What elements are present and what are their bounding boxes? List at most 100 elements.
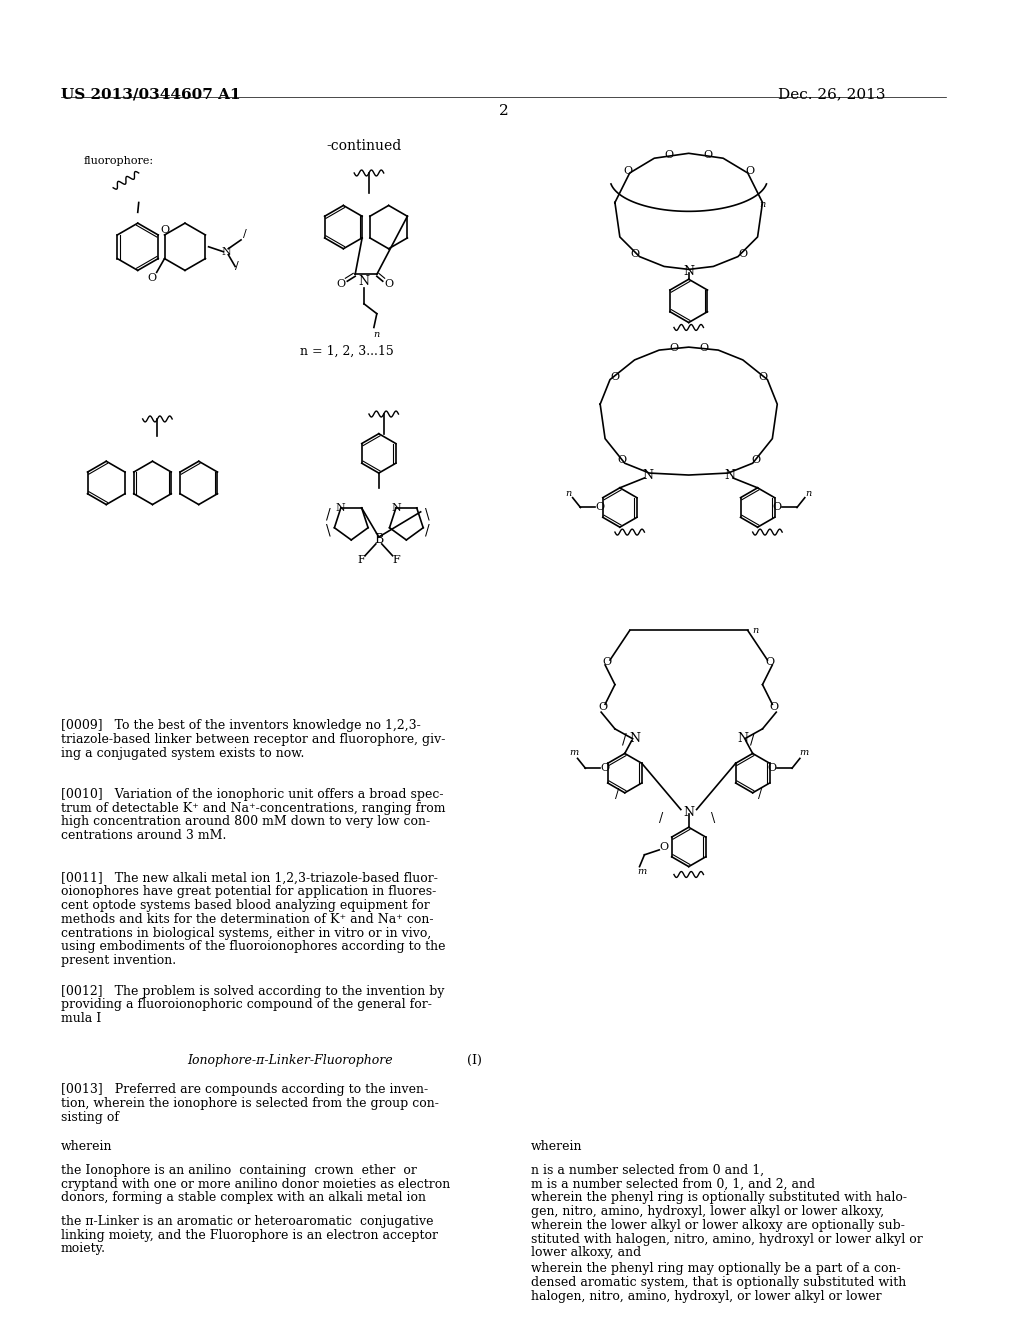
Text: ing a conjugated system exists to now.: ing a conjugated system exists to now.: [61, 747, 304, 759]
Text: cent optode systems based blood analyzing equipment for: cent optode systems based blood analyzin…: [61, 899, 430, 912]
Text: the π-Linker is an aromatic or heteroaromatic  conjugative: the π-Linker is an aromatic or heteroaro…: [61, 1214, 433, 1228]
Text: O: O: [384, 279, 393, 289]
Text: N: N: [336, 503, 346, 513]
Text: wherein: wherein: [61, 1140, 113, 1154]
Text: O: O: [610, 372, 620, 381]
Text: sisting of: sisting of: [61, 1110, 119, 1123]
Text: F: F: [357, 554, 365, 565]
Text: mula I: mula I: [61, 1012, 101, 1026]
Text: US 2013/0344607 A1: US 2013/0344607 A1: [61, 87, 241, 102]
Text: oionophores have great potential for application in fluores-: oionophores have great potential for app…: [61, 886, 436, 899]
Text: the Ionophore is an anilino  containing  crown  ether  or: the Ionophore is an anilino containing c…: [61, 1164, 417, 1176]
Text: N: N: [737, 733, 749, 746]
Text: linking moiety, and the Fluorophore is an electron acceptor: linking moiety, and the Fluorophore is a…: [61, 1229, 438, 1242]
Text: O: O: [770, 702, 779, 713]
Text: N: N: [358, 275, 370, 288]
Text: cryptand with one or more anilino donor moieties as electron: cryptand with one or more anilino donor …: [61, 1177, 451, 1191]
Text: fluorophore:: fluorophore:: [84, 156, 154, 166]
Text: O: O: [738, 248, 748, 259]
Text: O: O: [766, 657, 775, 667]
Text: n: n: [565, 488, 571, 498]
Text: O: O: [665, 150, 674, 160]
Text: O: O: [768, 763, 777, 774]
Text: O: O: [160, 224, 169, 235]
Text: lower alkoxy, and: lower alkoxy, and: [531, 1246, 642, 1259]
Text: \: \: [327, 523, 331, 537]
Text: O: O: [602, 657, 611, 667]
Text: /: /: [759, 788, 763, 801]
Text: donors, forming a stable complex with an alkali metal ion: donors, forming a stable complex with an…: [61, 1191, 426, 1204]
Text: m: m: [637, 867, 646, 876]
Text: tion, wherein the ionophore is selected from the group con-: tion, wherein the ionophore is selected …: [61, 1097, 439, 1110]
Text: n is a number selected from 0 and 1,: n is a number selected from 0 and 1,: [531, 1164, 765, 1176]
Text: /: /: [751, 733, 755, 747]
Text: densed aromatic system, that is optionally substituted with: densed aromatic system, that is optional…: [531, 1276, 906, 1288]
Text: N: N: [683, 807, 694, 818]
Text: providing a fluoroionophoric compound of the general for-: providing a fluoroionophoric compound of…: [61, 998, 432, 1011]
Text: present invention.: present invention.: [61, 954, 176, 968]
Text: O: O: [703, 150, 713, 160]
Text: \: \: [425, 507, 429, 521]
Text: gen, nitro, amino, hydroxyl, lower alkyl or lower alkoxy,: gen, nitro, amino, hydroxyl, lower alkyl…: [531, 1205, 885, 1218]
Text: O: O: [337, 279, 346, 289]
Text: N: N: [221, 247, 231, 256]
Text: [0010]   Variation of the ionophoric unit offers a broad spec-: [0010] Variation of the ionophoric unit …: [61, 788, 443, 801]
Text: centrations around 3 mM.: centrations around 3 mM.: [61, 829, 226, 842]
Text: O: O: [745, 166, 755, 176]
Text: halogen, nitro, amino, hydroxyl, or lower alkyl or lower: halogen, nitro, amino, hydroxyl, or lowe…: [531, 1290, 882, 1303]
Text: m: m: [799, 748, 809, 758]
Text: 2: 2: [499, 104, 509, 117]
Text: N: N: [629, 733, 640, 746]
Text: n: n: [806, 488, 812, 498]
Text: wherein: wherein: [531, 1140, 583, 1154]
Text: O: O: [600, 763, 609, 774]
Text: N: N: [391, 503, 400, 513]
Text: moiety.: moiety.: [61, 1242, 106, 1255]
Text: n = 1, 2, 3...15: n = 1, 2, 3...15: [300, 345, 394, 358]
Text: wherein the lower alkyl or lower alkoxy are optionally sub-: wherein the lower alkyl or lower alkoxy …: [531, 1218, 905, 1232]
Text: methods and kits for the determination of K⁺ and Na⁺ con-: methods and kits for the determination o…: [61, 913, 433, 925]
Text: /: /: [425, 523, 429, 537]
Text: O: O: [659, 842, 669, 851]
Text: centrations in biological systems, either in vitro or in vivo,: centrations in biological systems, eithe…: [61, 927, 431, 940]
Text: (I): (I): [467, 1053, 482, 1067]
Text: O: O: [624, 166, 632, 176]
Text: O: O: [758, 372, 767, 381]
Text: O: O: [670, 343, 679, 354]
Text: using embodiments of the fluoroionophores according to the: using embodiments of the fluoroionophore…: [61, 940, 445, 953]
Text: N: N: [683, 265, 694, 279]
Text: O: O: [147, 273, 157, 284]
Text: /: /: [327, 507, 331, 521]
Text: F: F: [392, 554, 400, 565]
Text: N: N: [725, 469, 735, 482]
Text: O: O: [630, 248, 639, 259]
Text: n: n: [760, 199, 766, 209]
Text: /: /: [243, 228, 247, 239]
Text: O: O: [596, 503, 605, 512]
Text: O: O: [617, 455, 627, 465]
Text: Dec. 26, 2013: Dec. 26, 2013: [778, 87, 886, 102]
Text: /: /: [659, 812, 664, 825]
Text: [0009]   To the best of the inventors knowledge no 1,2,3-: [0009] To the best of the inventors know…: [61, 719, 421, 733]
Text: high concentration around 800 mM down to very low con-: high concentration around 800 mM down to…: [61, 816, 430, 829]
Text: [0013]   Preferred are compounds according to the inven-: [0013] Preferred are compounds according…: [61, 1084, 428, 1096]
Text: /: /: [236, 261, 239, 272]
Text: /: /: [623, 733, 627, 747]
Text: N: N: [642, 469, 653, 482]
Text: O: O: [751, 455, 760, 465]
Text: stituted with halogen, nitro, amino, hydroxyl or lower alkyl or: stituted with halogen, nitro, amino, hyd…: [531, 1233, 923, 1246]
Text: triazole-based linker between receptor and fluorophore, giv-: triazole-based linker between receptor a…: [61, 733, 445, 746]
Text: O: O: [599, 702, 607, 713]
Text: [0011]   The new alkali metal ion 1,2,3-triazole-based fluor-: [0011] The new alkali metal ion 1,2,3-tr…: [61, 871, 438, 884]
Text: wherein the phenyl ring is optionally substituted with halo-: wherein the phenyl ring is optionally su…: [531, 1191, 907, 1204]
Text: /: /: [614, 788, 620, 801]
Text: [0012]   The problem is solved according to the invention by: [0012] The problem is solved according t…: [61, 985, 444, 998]
Text: O: O: [699, 343, 708, 354]
Text: trum of detectable K⁺ and Na⁺-concentrations, ranging from: trum of detectable K⁺ and Na⁺-concentrat…: [61, 801, 445, 814]
Text: B: B: [374, 533, 383, 546]
Text: O: O: [773, 503, 782, 512]
Text: n: n: [374, 330, 380, 339]
Text: \: \: [712, 812, 716, 825]
Text: wherein the phenyl ring may optionally be a part of a con-: wherein the phenyl ring may optionally b…: [531, 1262, 901, 1275]
Text: m is a number selected from 0, 1, and 2, and: m is a number selected from 0, 1, and 2,…: [531, 1177, 815, 1191]
